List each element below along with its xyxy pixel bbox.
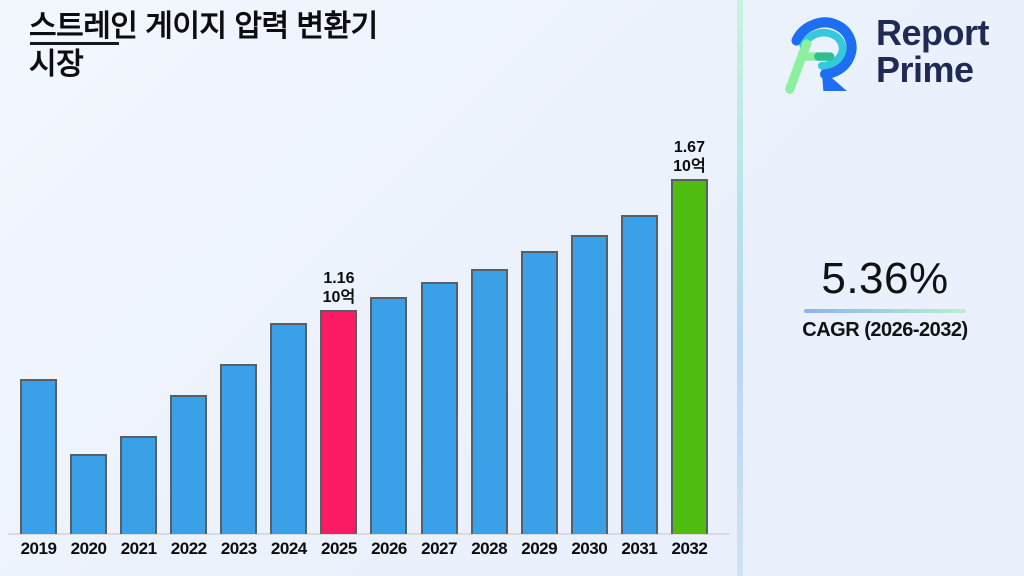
cagr-underline — [804, 309, 966, 313]
x-axis-label-2020: 2020 — [70, 539, 107, 558]
bar-2030 — [570, 235, 608, 534]
x-axis-label-2030: 2030 — [571, 539, 608, 558]
cagr-block: 5.36% CAGR (2026-2032) — [762, 254, 1008, 343]
bar-2022 — [170, 395, 208, 534]
page-title: 스트레인 게이지 압력 변환기 시장 — [29, 8, 509, 84]
x-axis-label-2022: 2022 — [170, 539, 207, 558]
bar-2023 — [220, 364, 258, 534]
cagr-value: 5.36% — [821, 254, 949, 303]
report-prime-logo-icon — [785, 17, 857, 94]
bar-2019 — [20, 379, 57, 534]
x-axis-label-2029: 2029 — [521, 539, 558, 558]
x-axis-label-2024: 2024 — [270, 539, 307, 558]
bar-2024 — [270, 323, 308, 534]
bar-chart: 2019 2020 2021 2022 2023 2024 2025 1.16 10억 2026 2… — [8, 139, 730, 558]
bar-value-label-2032: 1.67 10억 — [673, 139, 706, 175]
x-axis-label-2027: 2027 — [421, 539, 457, 558]
x-axis-label-2026: 2026 — [371, 539, 407, 558]
bar-2031 — [620, 215, 658, 534]
page-title-line1: 스트레인 게이지 압력 변환기 — [29, 8, 509, 46]
logo-word-report: Report — [876, 12, 990, 53]
bar-2026 — [370, 297, 408, 534]
page-title-line2: 시장 — [29, 48, 84, 81]
cagr-label: CAGR (2026-2032) — [802, 318, 968, 341]
x-axis-label-2031: 2031 — [621, 539, 658, 558]
bar-2021 — [120, 436, 158, 534]
bar-2020 — [70, 454, 108, 534]
bar-value-label-2025: 1.16 10억 — [322, 270, 356, 306]
bar-2027 — [420, 282, 458, 534]
x-axis-label-2032: 2032 — [671, 539, 708, 558]
x-axis-label-2019: 2019 — [20, 539, 57, 558]
bar-2029 — [520, 251, 558, 534]
x-axis-label-2025: 2025 — [320, 539, 357, 558]
vertical-divider — [737, 0, 743, 576]
x-axis-label-2021: 2021 — [120, 539, 157, 558]
x-axis-label-2023: 2023 — [220, 539, 257, 558]
x-axis-label-2028: 2028 — [471, 539, 508, 558]
bar-2025 — [320, 310, 358, 534]
bar-2032 — [670, 179, 708, 534]
x-axis-line — [8, 533, 730, 535]
bar-2028 — [470, 269, 508, 534]
report-prime-logo: Report Prime — [778, 12, 990, 96]
logo-word-prime: Prime — [876, 49, 974, 90]
report-prime-logo-text: Report Prime — [876, 12, 990, 90]
